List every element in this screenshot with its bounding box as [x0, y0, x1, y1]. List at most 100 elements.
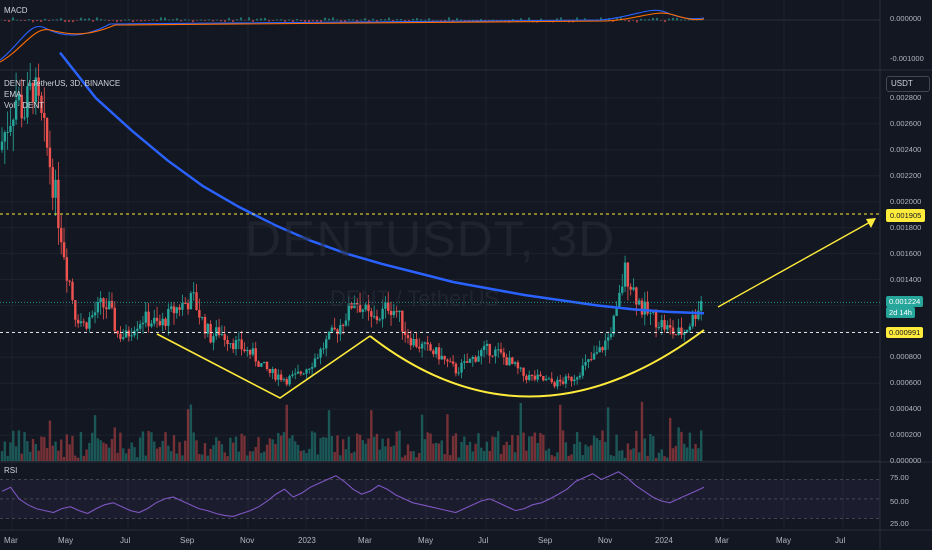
volume-bar — [195, 440, 198, 461]
price-axis-label: 0.000600 — [890, 378, 922, 388]
macd-histogram-bar — [324, 17, 326, 21]
candle-body — [215, 327, 218, 337]
macd-histogram-bar — [48, 20, 50, 21]
candle-body — [465, 361, 469, 363]
volume-bar — [133, 447, 136, 461]
candle-body — [220, 334, 224, 336]
volume-bar — [612, 456, 615, 461]
volume-bar — [76, 457, 80, 461]
candle-body — [195, 292, 198, 310]
macd-histogram-bar — [200, 19, 202, 21]
rsi-label[interactable]: RSI — [4, 466, 18, 475]
volume-bar — [387, 438, 390, 461]
candle-body — [578, 375, 582, 378]
macd-histogram-bar — [224, 20, 226, 23]
volume-bar — [130, 442, 133, 461]
macd-histogram-bar — [260, 18, 262, 21]
candle-body — [680, 327, 683, 335]
macd-histogram-bar — [556, 18, 558, 21]
volume-bar — [406, 444, 410, 461]
macd-histogram-bar — [420, 19, 422, 21]
candle-body — [375, 316, 379, 321]
symbol-legend[interactable]: DENT / TetherUS, 3D, BINANCE — [4, 79, 121, 88]
candle-body — [420, 343, 424, 349]
volume-bar — [226, 456, 229, 461]
volume-bar — [437, 443, 441, 461]
candle-body — [34, 77, 38, 103]
candle-body — [496, 349, 500, 351]
macd-histogram-bar — [700, 19, 702, 21]
volume-bar — [302, 450, 305, 461]
candle-body — [48, 147, 52, 168]
candle-body — [640, 300, 644, 315]
volume-bar — [584, 444, 587, 461]
currency-button[interactable]: USDT — [886, 76, 930, 92]
candle-body — [573, 379, 576, 382]
candle-body — [671, 327, 675, 335]
volume-bar — [155, 448, 159, 461]
candle-body — [663, 320, 666, 330]
candle-body — [683, 332, 686, 335]
volume-bar — [440, 440, 444, 461]
volume-bar — [6, 455, 9, 461]
candle-body — [65, 257, 69, 281]
volume-bar — [294, 441, 297, 461]
candle-body — [694, 314, 697, 319]
candle-body — [71, 281, 74, 301]
macd-label[interactable]: MACD — [4, 6, 28, 15]
candle-body — [697, 310, 700, 319]
ema-legend[interactable]: EMA — [4, 90, 22, 99]
volume-legend[interactable]: Vol · DENT — [4, 101, 45, 110]
macd-histogram-bar — [172, 19, 174, 21]
volume-bar — [640, 401, 644, 461]
candle-body — [499, 349, 503, 353]
macd-axis-label: 0.000000 — [890, 14, 922, 23]
macd-histogram-bar — [72, 20, 74, 23]
candle-body — [440, 355, 444, 360]
current-price-tag: 0.001224 — [886, 296, 924, 307]
volume-bar — [629, 449, 632, 461]
candle-body — [164, 318, 167, 326]
candle-body — [23, 117, 26, 119]
macd-histogram-bar — [348, 19, 350, 21]
volume-bar — [434, 442, 438, 461]
macd-histogram-bar — [8, 20, 10, 22]
volume-bar — [356, 433, 359, 461]
candle-body — [3, 132, 7, 142]
candle-body — [429, 344, 432, 351]
macd-histogram-bar — [312, 20, 314, 22]
candle-body — [330, 327, 334, 332]
support-price-tag: 0.000991 — [886, 327, 924, 338]
volume-bar — [370, 410, 373, 461]
volume-bar — [482, 450, 486, 461]
volume-bar — [511, 435, 514, 461]
candle-body — [457, 372, 460, 374]
candle-body — [181, 302, 184, 310]
volume-bar — [54, 441, 57, 461]
volume-bar — [74, 455, 77, 461]
volume-bar — [384, 446, 387, 461]
macd-histogram-bar — [640, 18, 642, 21]
price-axis-label: 0.002600 — [890, 118, 922, 128]
macd-histogram-bar — [204, 20, 206, 21]
macd-axis-label: -0.001000 — [890, 54, 924, 63]
candle-body — [341, 324, 345, 326]
signal-line — [0, 12, 705, 63]
volume-bar — [186, 409, 190, 461]
macd-histogram-bar — [156, 20, 158, 22]
volume-bar — [381, 438, 384, 461]
candle-body — [147, 311, 150, 327]
macd-histogram-bar — [540, 18, 542, 21]
pattern-drawings — [156, 218, 876, 399]
candle-body — [387, 302, 390, 311]
volume-bar — [28, 451, 32, 461]
candle-body — [615, 306, 618, 316]
volume-bar — [127, 448, 131, 461]
volume-bar — [544, 450, 548, 461]
candle-body — [119, 333, 122, 339]
volume-bar — [465, 445, 469, 461]
volume-bar — [322, 436, 325, 461]
macd-histogram-bar — [616, 17, 618, 21]
candle-body — [395, 311, 398, 313]
